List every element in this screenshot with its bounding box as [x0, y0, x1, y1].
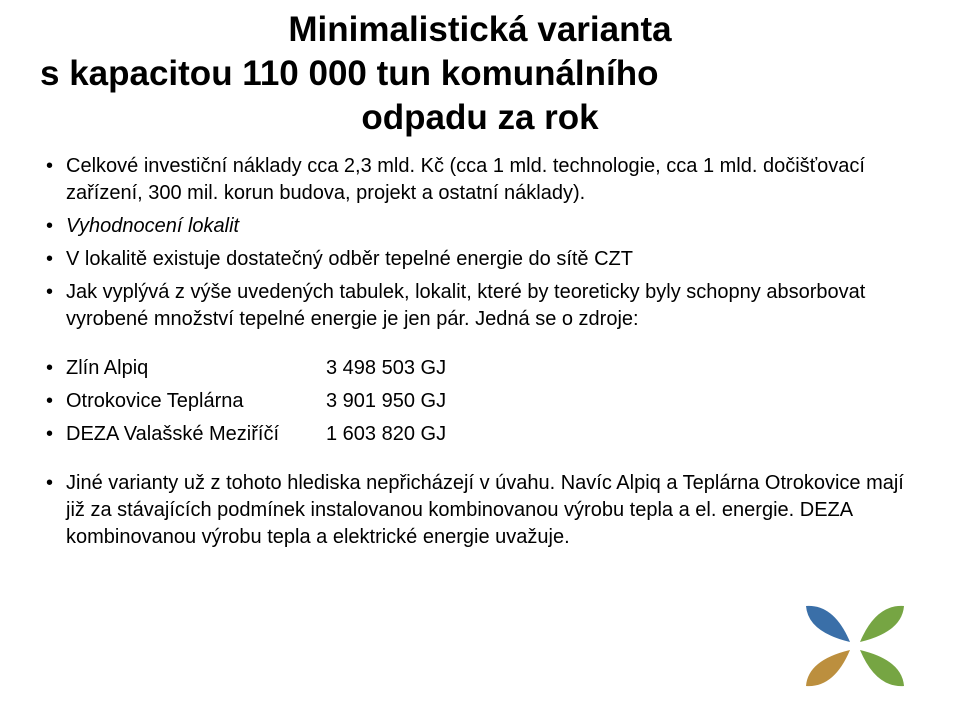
source-label: Otrokovice Teplárna: [66, 388, 326, 415]
source-item: DEZA Valašské Meziříčí 1 603 820 GJ: [40, 421, 920, 448]
bullet-explain: Jak vyplývá z výše uvedených tabulek, lo…: [40, 279, 920, 333]
source-value: 3 498 503 GJ: [326, 355, 920, 382]
source-value: 3 901 950 GJ: [326, 388, 920, 415]
bullet-conclusion: Jiné varianty už z tohoto hlediska nepři…: [40, 470, 920, 551]
source-list: Zlín Alpiq 3 498 503 GJ Otrokovice Teplá…: [40, 355, 920, 448]
leaf-blue: [806, 606, 850, 642]
source-item: Otrokovice Teplárna 3 901 950 GJ: [40, 388, 920, 415]
leaf-green-bottom: [860, 650, 904, 686]
bullet-czt: V lokalitě existuje dostatečný odběr tep…: [40, 246, 920, 273]
logo: [790, 598, 920, 694]
bullet-eval-heading-text: Vyhodnocení lokalit: [66, 215, 239, 237]
title-line-3: odpadu za rok: [40, 96, 920, 140]
source-value: 1 603 820 GJ: [326, 421, 920, 448]
bullet-intro: Celkové investiční náklady cca 2,3 mld. …: [40, 153, 920, 207]
leaf-brown: [806, 650, 850, 686]
source-label: DEZA Valašské Meziříčí: [66, 421, 326, 448]
slide: Minimalistická varianta s kapacitou 110 …: [0, 0, 960, 720]
title-line-2: s kapacitou 110 000 tun komunálního: [40, 52, 920, 96]
title-line-1: Minimalistická varianta: [40, 8, 920, 52]
slide-title: Minimalistická varianta s kapacitou 110 …: [40, 8, 920, 139]
bullet-eval-heading: Vyhodnocení lokalit: [40, 213, 920, 240]
source-item: Zlín Alpiq 3 498 503 GJ: [40, 355, 920, 382]
leaf-green-top: [860, 606, 904, 642]
source-label: Zlín Alpiq: [66, 355, 326, 382]
leaf-logo-icon: [790, 598, 920, 694]
slide-body: Celkové investiční náklady cca 2,3 mld. …: [40, 153, 920, 551]
